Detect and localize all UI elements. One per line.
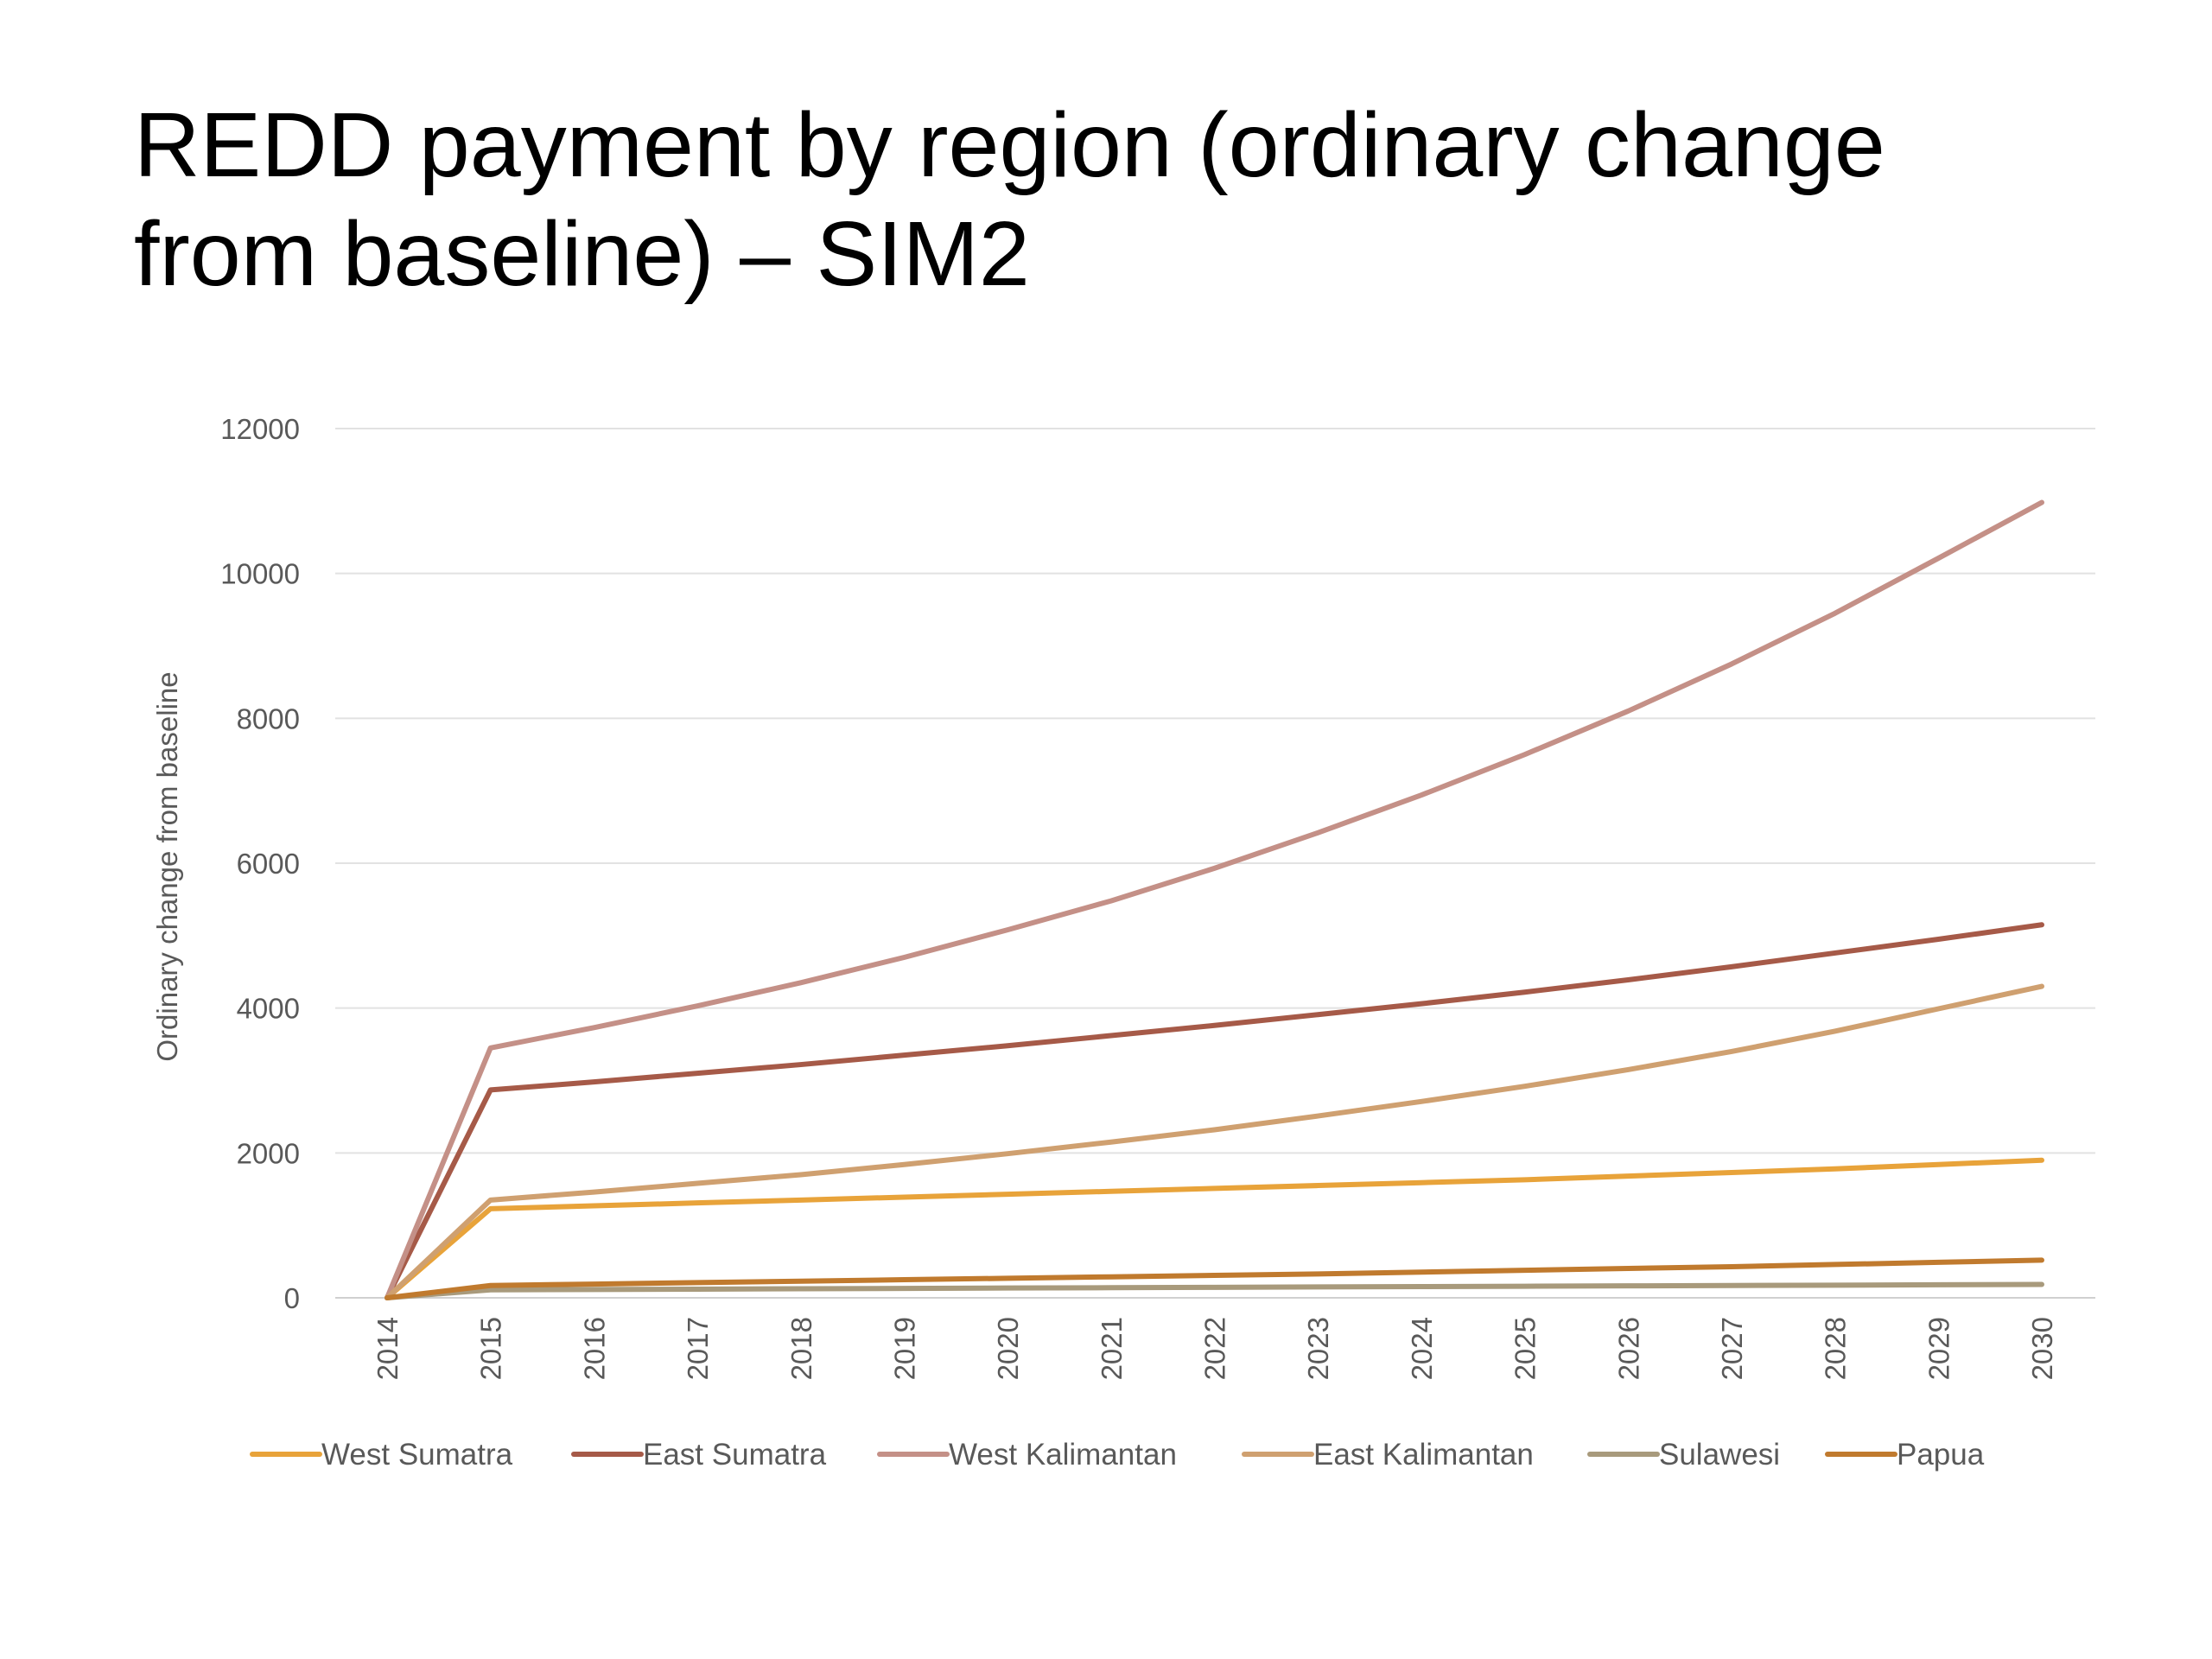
series-lines	[385, 499, 2044, 1300]
x-tick-label: 2029	[1923, 1317, 1955, 1380]
y-tick-label: 4000	[237, 993, 300, 1025]
gridlines	[335, 428, 2095, 1299]
legend-label: Papua	[1897, 1438, 1985, 1471]
x-tick-label: 2026	[1612, 1317, 1644, 1380]
y-tick-label: 2000	[237, 1137, 300, 1169]
x-tick-label: 2025	[1510, 1317, 1541, 1380]
x-tick-label: 2018	[785, 1317, 817, 1380]
legend-label: West Sumatra	[321, 1438, 513, 1471]
series-line-east-kalimantan	[385, 983, 2044, 1300]
x-tick-label: 2015	[475, 1317, 507, 1380]
x-tick-label: 2020	[992, 1317, 1024, 1380]
legend: West Sumatra East Sumatra West Kalimantan E…	[250, 1438, 1985, 1471]
y-tick-label: 10000	[220, 558, 300, 590]
series-line-west-kalimantan	[385, 499, 2044, 1300]
y-tick-label: 0	[284, 1282, 300, 1314]
y-tick-label: 8000	[237, 702, 300, 734]
legend-label: Sulawesi	[1659, 1438, 1780, 1471]
slide-title-line-1: REDD payment by region (ordinary change	[134, 94, 1885, 196]
y-tick-label: 6000	[237, 848, 300, 880]
x-tick-label: 2022	[1199, 1317, 1231, 1380]
y-tick-label: 12000	[220, 413, 300, 445]
series-line-sulawesi	[385, 1281, 2044, 1300]
y-axis-title: Ordinary change from baseline	[151, 671, 183, 1061]
legend-item: East Sumatra	[571, 1438, 827, 1471]
x-tick-label: 2014	[372, 1317, 404, 1380]
legend-item: East Kalimantan	[1242, 1438, 1534, 1471]
series-line-papua	[385, 1257, 2044, 1300]
legend-label: West Kalimantan	[949, 1438, 1177, 1471]
y-axis: 0 2000 4000 6000 8000 10000 12000	[220, 413, 300, 1314]
x-axis: 2014 2015 2016 2017 2018 2019 2020 2021 2022 2023…	[372, 1317, 2058, 1380]
legend-item: West Sumatra	[250, 1438, 513, 1471]
x-tick-label: 2027	[1716, 1317, 1748, 1380]
x-tick-label: 2023	[1302, 1317, 1334, 1380]
x-tick-label: 2021	[1096, 1317, 1128, 1380]
x-tick-label: 2019	[888, 1317, 920, 1380]
legend-item: Sulawesi	[1587, 1438, 1780, 1471]
x-tick-label: 2024	[1406, 1317, 1438, 1380]
series-line-east-sumatra	[385, 922, 2044, 1300]
x-tick-label: 2016	[578, 1317, 610, 1380]
x-tick-label: 2028	[1820, 1317, 1852, 1380]
x-tick-label: 2030	[2026, 1317, 2058, 1380]
legend-item: Papua	[1825, 1438, 1985, 1471]
legend-label: East Sumatra	[643, 1438, 827, 1471]
series-line-west-sumatra	[385, 1157, 2044, 1300]
slide-title-line-2: from baseline) – SIM2	[134, 203, 1030, 305]
x-tick-label: 2017	[682, 1317, 714, 1380]
slide-title: REDD payment by region (ordinary change …	[134, 91, 2121, 308]
legend-item: West Kalimantan	[877, 1438, 1177, 1471]
legend-label: East Kalimantan	[1313, 1438, 1534, 1471]
